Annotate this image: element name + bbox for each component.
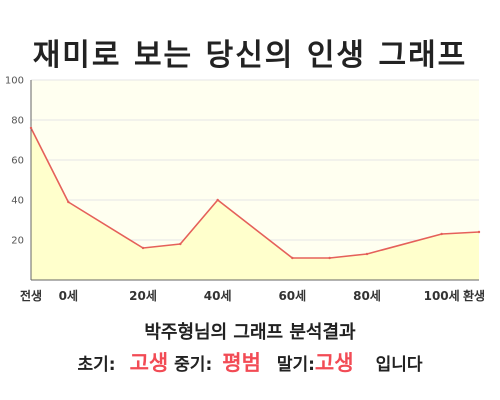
- late-label: 말기:: [276, 355, 315, 375]
- data-point: [29, 126, 33, 130]
- data-point: [440, 232, 443, 236]
- early-value: 고생: [129, 351, 169, 375]
- y-tick-label-80: 80: [11, 116, 24, 127]
- data-point: [477, 230, 481, 234]
- life-area-fill: [31, 128, 479, 280]
- middle-label: 중기:: [174, 355, 213, 375]
- analysis-subtitle: 박주형님의 그래프 분석결과: [144, 322, 356, 343]
- data-point: [328, 256, 331, 260]
- data-point: [291, 256, 294, 260]
- life-line: [30, 127, 480, 259]
- early-label: 초기:: [77, 355, 116, 375]
- x-tick-label: 20세: [129, 288, 157, 303]
- y-tick-labels: 20 40 60 80 100: [5, 76, 24, 247]
- x-tick-label: 100세: [424, 288, 460, 303]
- data-point: [216, 198, 219, 202]
- x-tick-label: 40세: [204, 288, 232, 303]
- y-tick-label-100: 100: [5, 76, 24, 87]
- result-suffix: 입니다: [375, 355, 423, 375]
- data-point: [67, 200, 70, 204]
- data-point: [179, 242, 182, 246]
- x-tick-label: 0세: [59, 288, 78, 303]
- middle-value: 평범: [222, 351, 261, 375]
- x-tick-label: 전생: [20, 288, 42, 303]
- y-tick-label-60: 60: [11, 156, 24, 167]
- data-point: [141, 246, 145, 250]
- x-tick-label: 환생: [463, 288, 485, 303]
- chart-axes: [30, 80, 479, 281]
- x-tick-labels: 전생 0세 20세 40세 60세 80세 100세 환생: [20, 288, 485, 303]
- analysis-result: 초기: 고생 중기: 평범 말기:고생 입니다: [0, 347, 500, 377]
- data-point: [365, 252, 369, 256]
- y-tick-label-40: 40: [11, 196, 24, 207]
- late-value: 고생: [314, 351, 354, 375]
- x-tick-label: 60세: [278, 288, 306, 303]
- x-tick-label: 80세: [353, 288, 381, 303]
- y-tick-label-20: 20: [11, 236, 24, 247]
- page-title: 재미로 보는 당신의 인생 그래프: [32, 38, 468, 73]
- data-points: [29, 126, 481, 260]
- life-chart: 20 40 60 80 100 전생 0세 20세 40세 60세 80세 100세 환생: [5, 76, 485, 304]
